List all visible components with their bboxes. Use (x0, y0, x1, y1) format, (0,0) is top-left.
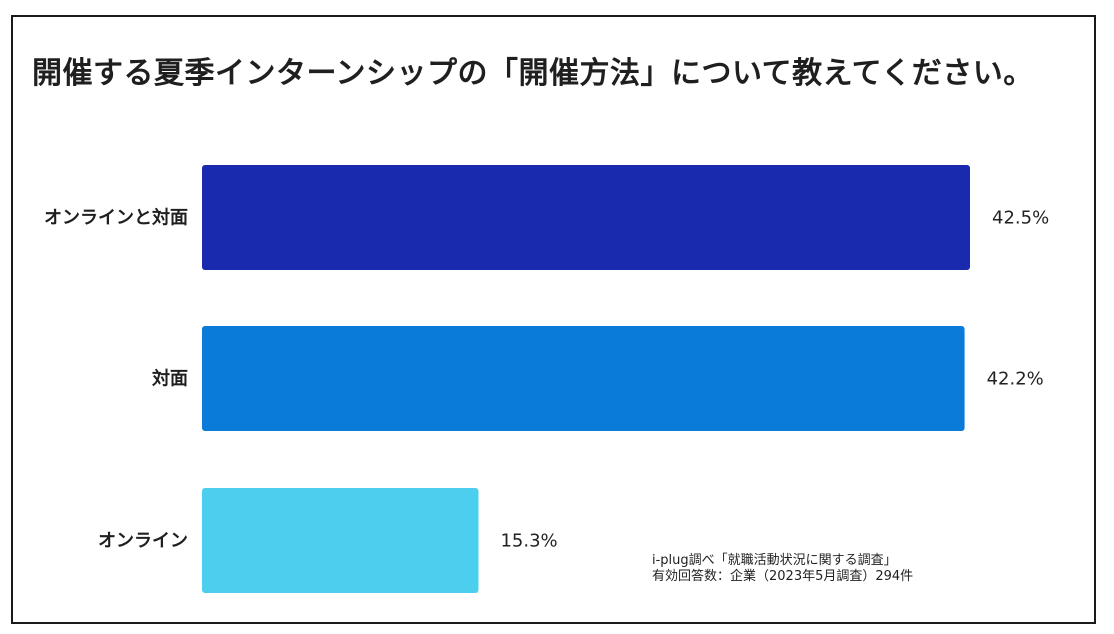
chart-title: 開催する夏季インターンシップの「開催方法」について教えてください。 (32, 56, 1034, 91)
value-label: 15.3% (500, 531, 557, 552)
bar-1 (202, 165, 970, 270)
source-line-2: 有効回答数：企業（2023年5月調査）294件 (652, 569, 914, 584)
chart-frame (11, 15, 1096, 624)
value-label: 42.5% (992, 208, 1049, 229)
value-label: 42.2% (987, 369, 1044, 390)
category-label: オンライン (98, 531, 188, 552)
source-note: i-plug調べ「就職活動状況に関する調査」 有効回答数：企業（2023年5月調… (652, 553, 913, 585)
category-label: 対面 (151, 368, 188, 390)
bar-3 (202, 488, 479, 593)
bar-2 (202, 326, 965, 431)
category-label: オンラインと対面 (44, 207, 188, 229)
source-line-1: i-plug調べ「就職活動状況に関する調査」 (652, 553, 897, 568)
